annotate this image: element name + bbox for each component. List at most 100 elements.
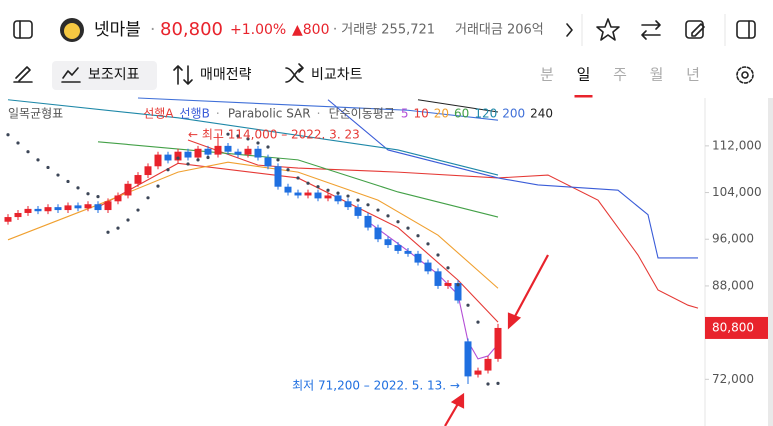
- candle-body: [184, 151, 192, 158]
- sar-dot: [66, 179, 70, 184]
- strategy-button[interactable]: 매매전략: [200, 67, 252, 83]
- candle-body: [94, 204, 102, 211]
- sar-dot: [146, 196, 150, 200]
- panel-toggle[interactable]: [736, 20, 756, 39]
- separator: ·: [150, 20, 155, 40]
- candle-body: [324, 195, 332, 199]
- sar-dot: [26, 150, 30, 154]
- candle-body: [54, 207, 62, 211]
- sar-dot: [446, 266, 450, 270]
- sar-dot: [276, 158, 280, 162]
- candle-body: [274, 166, 282, 187]
- candle-body: [454, 283, 462, 301]
- sar-dot: [6, 133, 10, 137]
- sar-dot: [336, 191, 340, 195]
- candle-body: [424, 262, 432, 272]
- sar-dot: [126, 218, 130, 222]
- sar-dot: [386, 214, 390, 218]
- sar-dot: [46, 165, 50, 170]
- y-tick-label: 88,000: [712, 278, 754, 292]
- candle-body: [24, 208, 32, 213]
- candle-body: [254, 148, 262, 158]
- edit-button[interactable]: [685, 20, 705, 39]
- legend-entry: 20: [434, 107, 449, 121]
- candle-body: [364, 215, 372, 228]
- period-tab[interactable]: 주: [613, 66, 627, 84]
- strategy-icon: [173, 65, 193, 85]
- sar-dot: [116, 226, 120, 230]
- y-tick-label: 112,000: [712, 138, 762, 152]
- candle-body: [14, 212, 22, 218]
- sar-dot: [256, 141, 260, 145]
- scrollbar: [768, 98, 773, 426]
- candle-body: [384, 239, 392, 246]
- candle-body: [334, 195, 342, 202]
- sar-dot: [206, 155, 210, 160]
- candle-body: [224, 145, 232, 152]
- sar-dot: [296, 176, 300, 180]
- favorite-button[interactable]: [596, 18, 620, 41]
- legend-entry: 60: [454, 107, 469, 121]
- more-arrow[interactable]: [566, 23, 573, 37]
- legend-entry: 선행A: [143, 106, 174, 121]
- moving-average: [137, 97, 499, 121]
- candle-body: [134, 175, 142, 184]
- price: 80,800: [160, 19, 223, 40]
- sar-dot: [326, 188, 330, 192]
- legend-entry: 120: [474, 107, 497, 121]
- y-tick-label: 72,000: [712, 372, 754, 386]
- y-tick-label: 104,000: [712, 185, 762, 199]
- moving-average: [417, 99, 499, 113]
- draw-tool[interactable]: [13, 66, 33, 83]
- last-price-tag: [705, 316, 768, 339]
- candle-body: [114, 195, 122, 202]
- stock-name[interactable]: 넷마블: [94, 20, 141, 40]
- settings-button[interactable]: [736, 66, 754, 84]
- swap-button[interactable]: [641, 20, 661, 40]
- candle-body: [154, 154, 162, 167]
- compare-button[interactable]: 비교차트: [311, 67, 363, 83]
- period-tab[interactable]: 월: [650, 66, 664, 84]
- sar-dot: [246, 137, 250, 141]
- candle-body: [464, 341, 472, 377]
- legend-entry: 선행B: [180, 106, 210, 121]
- sar-dot: [106, 230, 110, 234]
- candle-body: [44, 207, 52, 212]
- period-tab[interactable]: 분: [540, 66, 554, 84]
- sar-dot: [416, 234, 420, 238]
- candle-body: [214, 145, 222, 155]
- sar-dot: [476, 320, 480, 324]
- legend-entry: 10: [413, 107, 428, 121]
- candle-body: [264, 157, 272, 167]
- candle-body: [34, 208, 42, 212]
- candle-body: [204, 148, 212, 155]
- candle-body: [124, 183, 132, 196]
- candle-body: [484, 358, 492, 371]
- moving-average: [7, 99, 499, 176]
- candle-body: [344, 201, 352, 208]
- candle-body: [64, 205, 72, 211]
- ichimoku-span: [187, 139, 699, 309]
- period-tab[interactable]: 년: [686, 66, 700, 84]
- indicator-icon: [61, 67, 81, 83]
- sar-dot: [176, 156, 180, 160]
- indicator-button[interactable]: 보조지표: [88, 67, 140, 83]
- candle-body: [304, 192, 312, 196]
- stock-logo: [60, 18, 84, 42]
- candle-body: [374, 227, 382, 240]
- compare-icon: [285, 63, 304, 83]
- y-tick-label: 96,000: [712, 232, 754, 246]
- period-tab[interactable]: 일: [577, 66, 591, 84]
- sar-dot: [426, 242, 430, 246]
- legend-title: 단순이동평균: [329, 107, 395, 121]
- candle-body: [84, 204, 92, 209]
- min-annotation: 최저 71,200 – 2022. 5. 13. →: [292, 378, 460, 392]
- sar-dot: [456, 283, 460, 287]
- candle-body: [144, 166, 152, 176]
- legend-entry: 5: [401, 107, 409, 121]
- candle-body: [434, 271, 442, 286]
- sidebar-toggle[interactable]: [13, 20, 33, 39]
- legend-entry: Parabolic SAR: [228, 107, 311, 121]
- candle-body: [404, 250, 412, 254]
